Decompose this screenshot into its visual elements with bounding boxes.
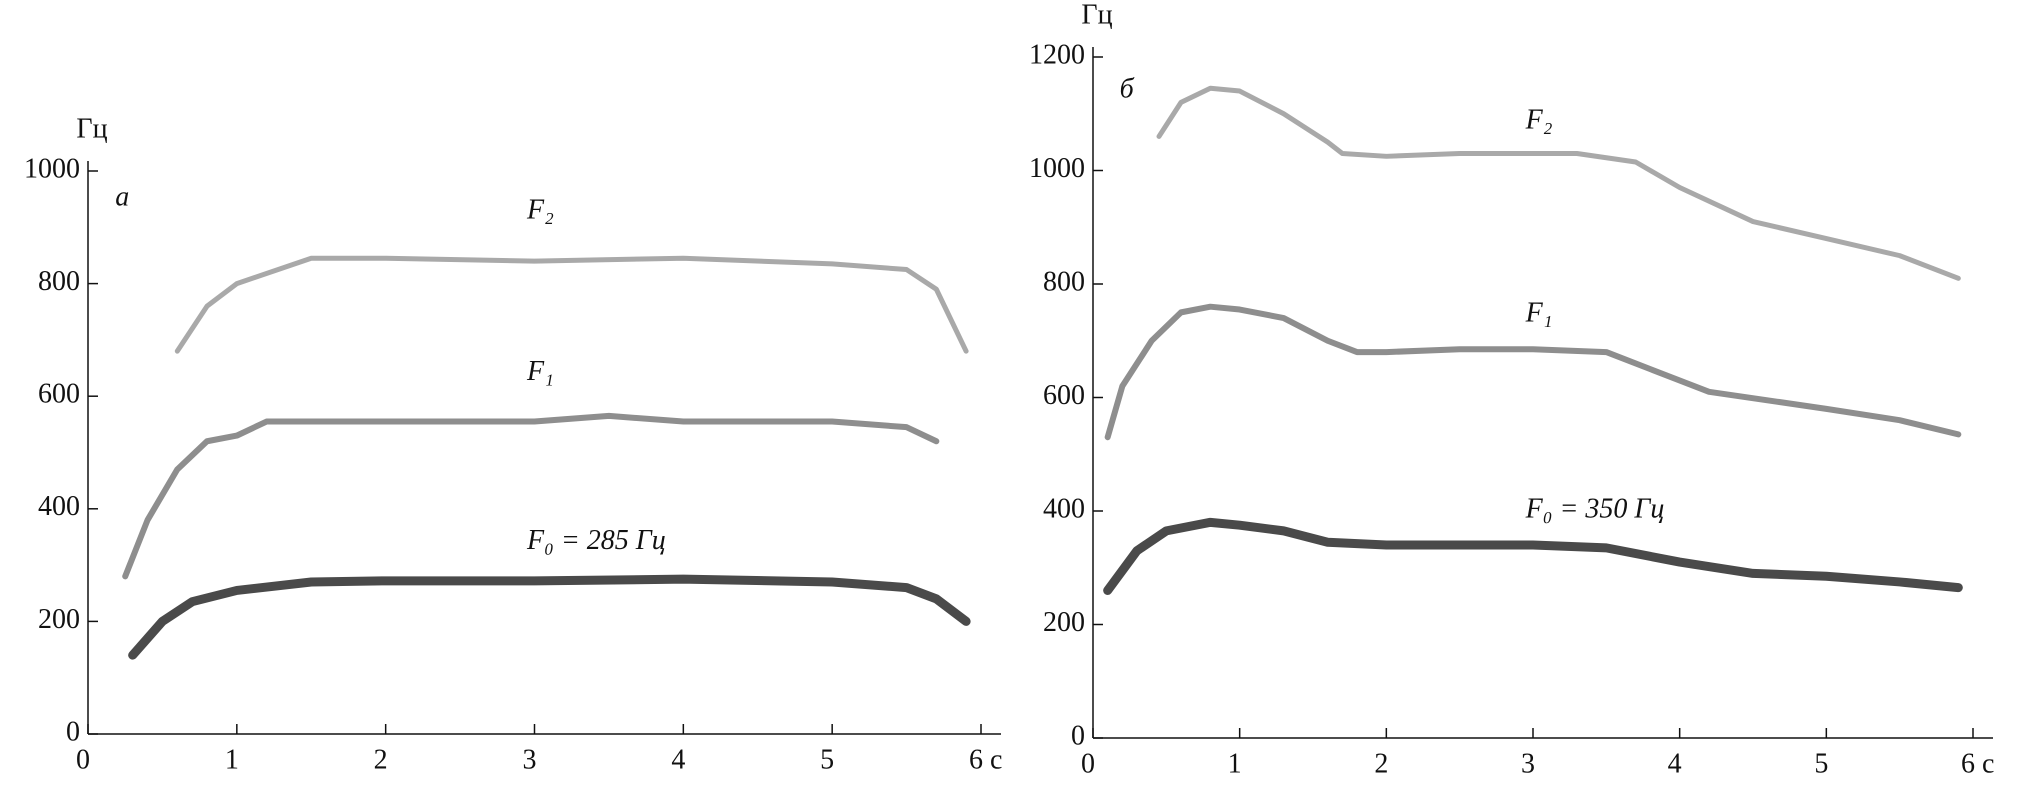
x-tick-label: 2 xyxy=(374,744,388,775)
x-tick-label: 4 xyxy=(671,744,685,775)
y-axis-label: Гц xyxy=(76,113,107,144)
series-label: F₁ xyxy=(526,356,554,387)
series-label: F₂ xyxy=(526,195,554,226)
y-tick-label: 800 xyxy=(38,266,80,297)
formant-line xyxy=(1104,303,1962,441)
formant-line xyxy=(1103,517,1963,595)
x-tick-label: 0 xyxy=(76,744,90,775)
x-tick-label: 6 с xyxy=(1961,748,1994,779)
panel-label: а xyxy=(115,182,129,213)
y-tick-label: 600 xyxy=(38,379,80,410)
y-tick-label: 1000 xyxy=(24,153,80,184)
y-tick-label: 1000 xyxy=(1029,153,1085,184)
y-tick-label: 200 xyxy=(1043,607,1085,638)
y-tick-label: 200 xyxy=(38,604,80,635)
x-tick-label: 5 xyxy=(820,744,834,775)
y-tick-label: 0 xyxy=(66,716,80,747)
series-label: F₁ xyxy=(1525,298,1553,329)
x-tick-label: 4 xyxy=(1668,748,1682,779)
formant-line xyxy=(174,255,969,354)
series-label: F₀ = 285 Гц xyxy=(526,525,666,556)
formant-line xyxy=(1156,85,1961,281)
x-tick-label: 5 xyxy=(1814,748,1828,779)
panel-label: б xyxy=(1120,73,1135,104)
x-tick-label: 1 xyxy=(1228,748,1242,779)
y-tick-label: 600 xyxy=(1043,380,1085,411)
x-tick-label: 6 с xyxy=(969,744,1002,775)
y-axis-label: Гц xyxy=(1081,0,1112,30)
series-label: F₂ xyxy=(1525,105,1553,136)
y-tick-label: 400 xyxy=(38,491,80,522)
series-label: F₀ = 350 Гц xyxy=(1525,493,1665,524)
formant-line xyxy=(128,574,971,660)
y-tick-label: 1200 xyxy=(1029,39,1085,70)
y-tick-label: 800 xyxy=(1043,266,1085,297)
x-tick-label: 3 xyxy=(523,744,537,775)
x-tick-label: 1 xyxy=(225,744,239,775)
x-tick-label: 0 xyxy=(1081,748,1095,779)
x-tick-label: 3 xyxy=(1521,748,1535,779)
x-tick-label: 2 xyxy=(1374,748,1388,779)
y-tick-label: 400 xyxy=(1043,493,1085,524)
y-tick-label: 0 xyxy=(1071,720,1085,751)
formant-line xyxy=(122,412,940,580)
